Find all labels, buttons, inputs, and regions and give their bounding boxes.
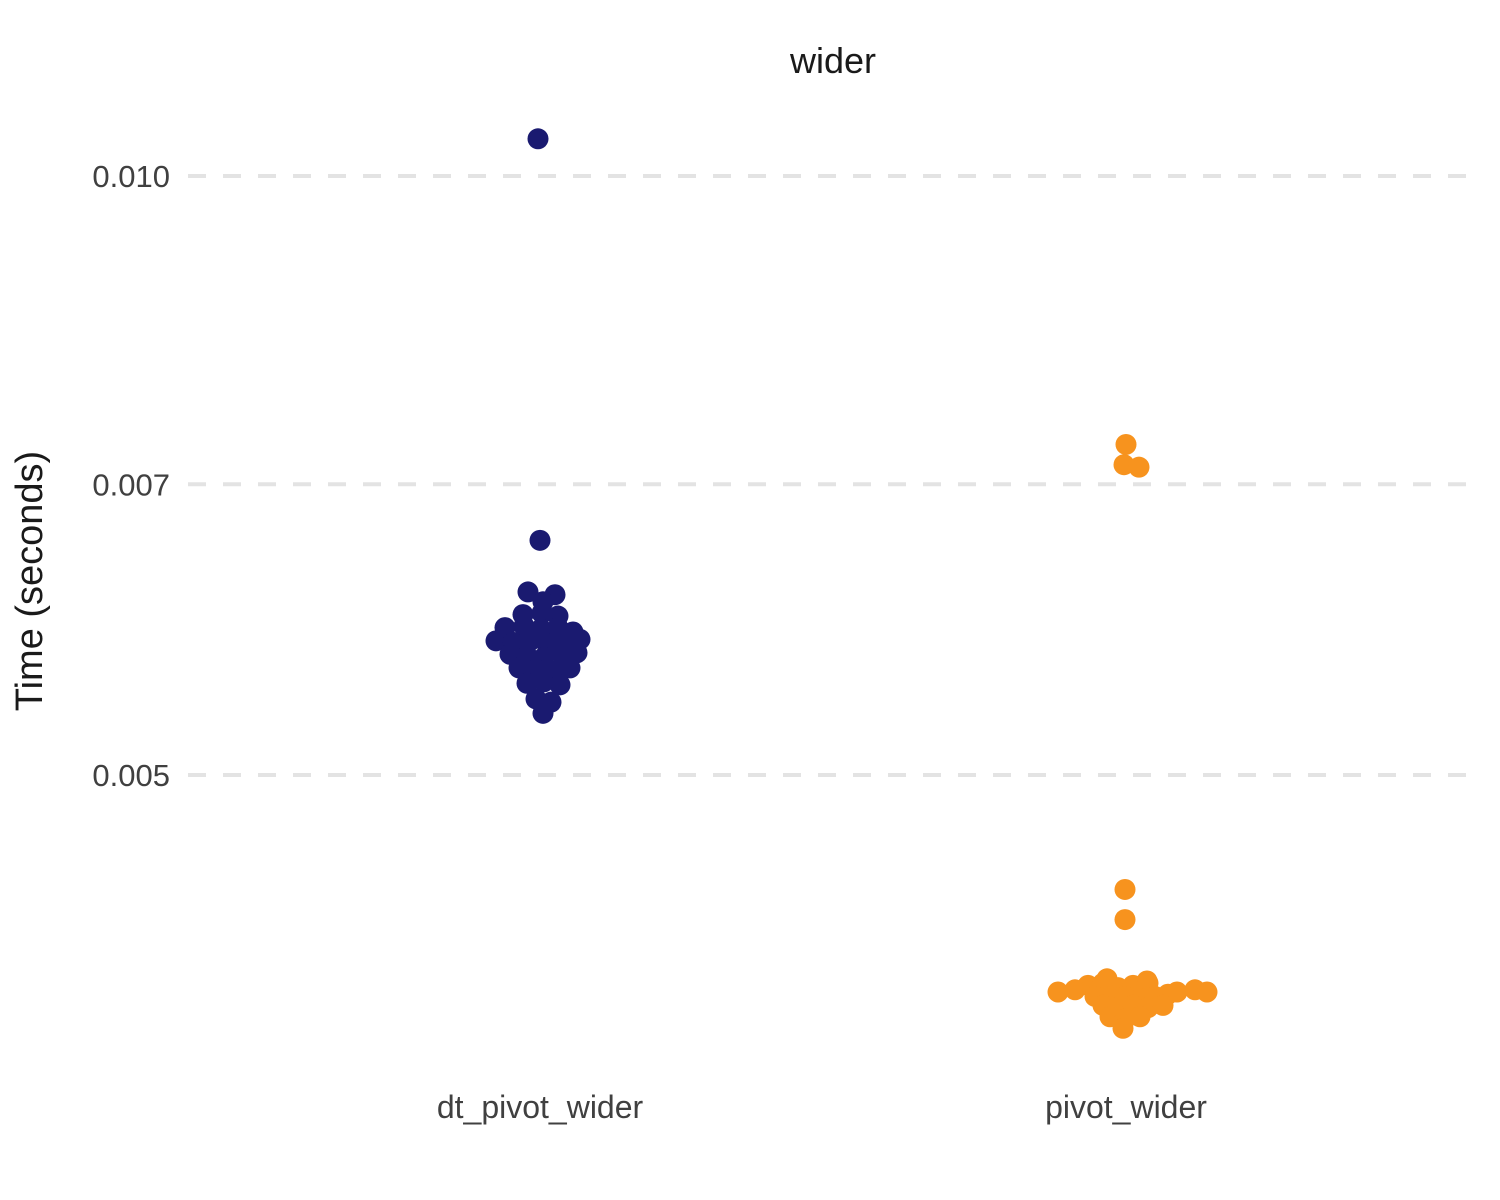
x-category-labels-group: dt_pivot_wider pivot_wider bbox=[437, 1089, 1207, 1125]
data-points-group bbox=[485, 128, 1218, 1039]
data-point bbox=[549, 674, 571, 696]
data-point bbox=[527, 128, 549, 150]
data-point bbox=[529, 529, 551, 551]
data-point bbox=[533, 671, 555, 693]
data-point bbox=[516, 672, 538, 694]
data-point bbox=[1064, 979, 1086, 1001]
data-point bbox=[1115, 433, 1137, 455]
gridlines-group bbox=[188, 174, 1478, 778]
data-point bbox=[517, 581, 539, 603]
x-category-label: pivot_wider bbox=[1045, 1089, 1207, 1125]
data-point bbox=[485, 630, 507, 652]
data-point bbox=[1128, 456, 1150, 478]
y-tick-label: 0.007 bbox=[92, 467, 170, 502]
data-point bbox=[531, 602, 553, 624]
x-category-label: dt_pivot_wider bbox=[437, 1089, 644, 1125]
y-axis-title: Time (seconds) bbox=[9, 451, 51, 711]
data-point bbox=[1196, 981, 1218, 1003]
y-tick-labels-group: 0.010 0.007 0.005 bbox=[92, 159, 170, 793]
data-point bbox=[1112, 1017, 1134, 1039]
data-point bbox=[1152, 994, 1174, 1016]
data-point bbox=[1114, 878, 1136, 900]
data-point bbox=[1047, 981, 1069, 1003]
y-tick-label: 0.010 bbox=[92, 159, 170, 194]
y-tick-label: 0.005 bbox=[92, 758, 170, 793]
data-point bbox=[508, 657, 530, 679]
data-point bbox=[559, 657, 581, 679]
data-point bbox=[532, 702, 554, 724]
data-point bbox=[1129, 1006, 1151, 1028]
plot-title: wider bbox=[789, 40, 876, 81]
data-point bbox=[1114, 909, 1136, 931]
